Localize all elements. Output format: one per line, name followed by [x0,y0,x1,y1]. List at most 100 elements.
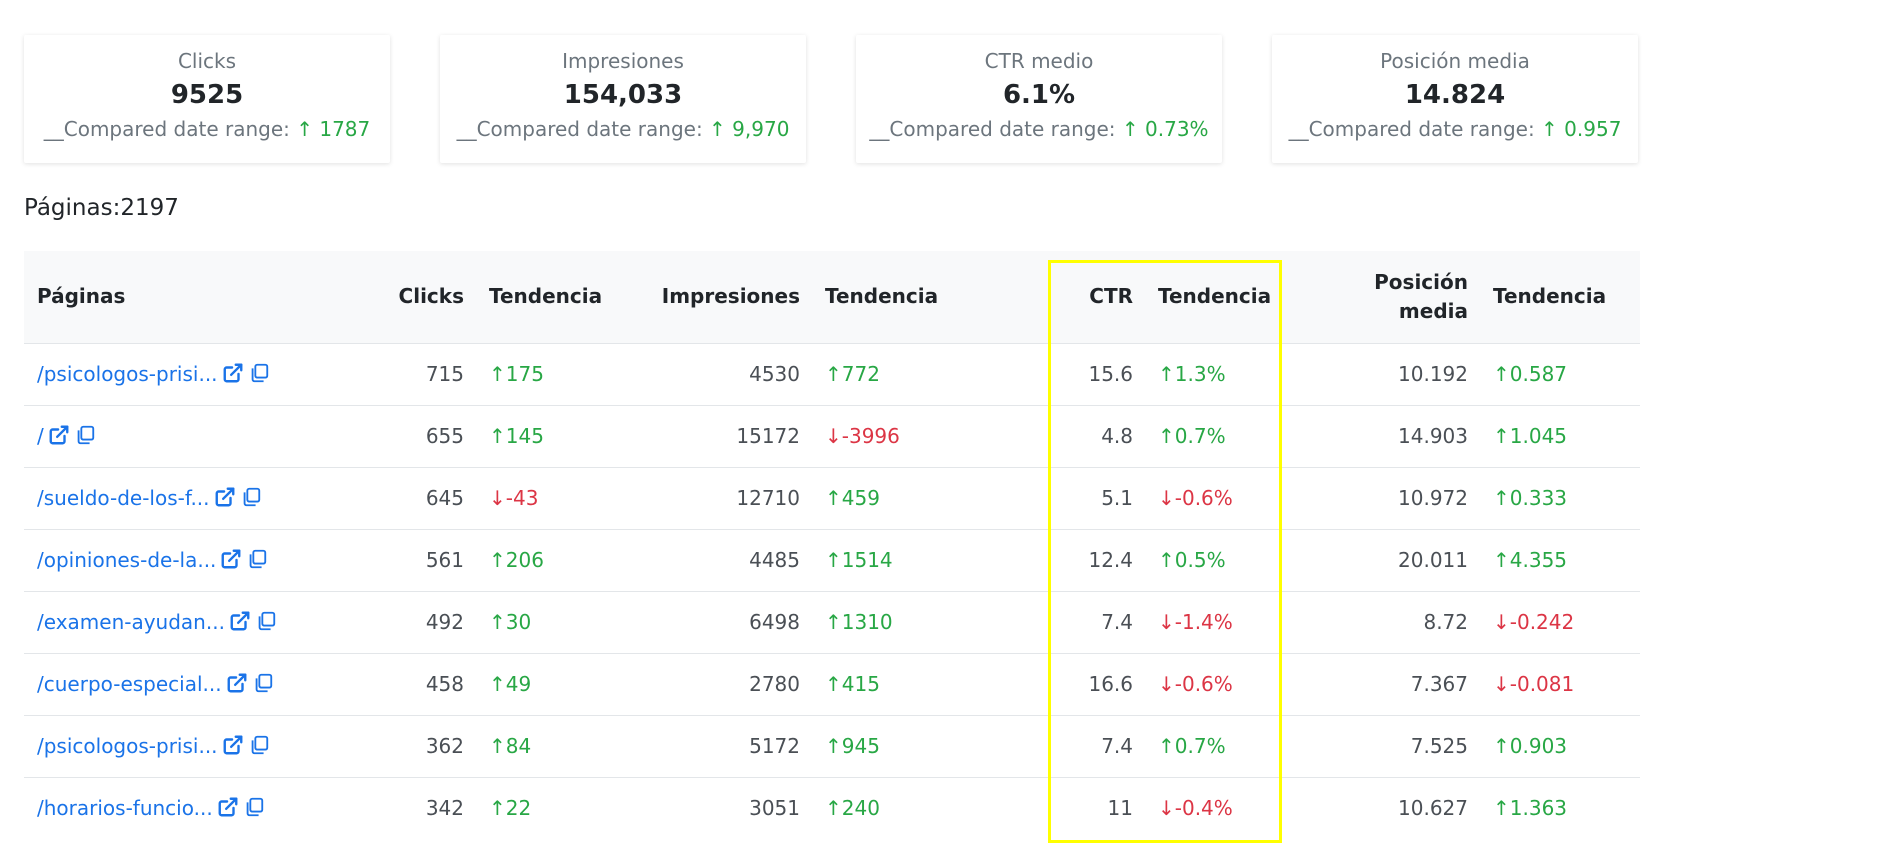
clicks-trend-cell: ↑49 [477,652,619,715]
impressions-cell: 4485 [619,528,813,591]
header-impressions[interactable]: Impresiones [661,284,800,309]
summary-label: CTR medio [984,49,1094,73]
page-link[interactable]: / [37,424,44,448]
table-row: /cuerpo-especial... 458 ↑49 2780 ↑415 16.6 ↓-0… [24,652,1640,715]
page-link[interactable]: /cuerpo-especial... [37,672,222,696]
ctr-cell: 5.1 [1041,466,1146,529]
external-link-icon[interactable] [222,362,244,384]
position-trend-cell: ↑0.333 [1481,466,1640,529]
table-row: /sueldo-de-los-f... 645 ↓-43 12710 ↑459 5.1 ↓-… [24,466,1640,529]
summary-compare: __Compared date range: ↑ 0.73% [856,115,1222,143]
table-row: /examen-ayudan... 492 ↑30 6498 ↑1310 7.4 ↓-1.4… [24,590,1640,653]
summary-cards: Clicks 9525 __Compared date range: ↑ 178… [24,35,1638,163]
summary-card-impressions: Impresiones 154,033 __Compared date rang… [440,35,806,163]
ctr-trend-cell: ↓-1.4% [1146,590,1281,653]
ctr-cell: 11 [1041,776,1146,839]
table-row: /psicologos-prisi... 362 ↑84 5172 ↑945 7.4 ↑0.… [24,714,1640,777]
ctr-trend-cell: ↑0.5% [1146,528,1281,591]
page-link[interactable]: /psicologos-prisi... [37,362,218,386]
position-cell: 10.627 [1281,776,1481,839]
copy-icon[interactable] [248,734,270,756]
page-cell: /horarios-funcio... [24,776,374,839]
clicks-cell: 362 [374,714,477,777]
external-link-icon[interactable] [214,486,236,508]
ctr-trend-cell: ↓-0.4% [1146,776,1281,839]
page-cell: /sueldo-de-los-f... [24,466,374,529]
summary-card-position: Posición media 14.824 __Compared date ra… [1272,35,1638,163]
ctr-cell: 15.6 [1041,342,1146,405]
page-link[interactable]: /sueldo-de-los-f... [37,486,210,510]
clicks-trend-cell: ↑145 [477,404,619,467]
position-trend-cell: ↑1.045 [1481,404,1640,467]
impressions-cell: 6498 [619,590,813,653]
ctr-trend-cell: ↓-0.6% [1146,466,1281,529]
copy-icon[interactable] [74,424,96,446]
ctr-trend-cell: ↓-0.6% [1146,652,1281,715]
summary-value: 6.1% [1002,80,1076,110]
ctr-trend-cell: ↑1.3% [1146,342,1281,405]
impressions-trend-cell: ↑1310 [813,590,1041,653]
clicks-cell: 458 [374,652,477,715]
position-cell: 7.367 [1281,652,1481,715]
copy-icon[interactable] [246,548,268,570]
page-link[interactable]: /psicologos-prisi... [37,734,218,758]
external-link-icon[interactable] [220,548,242,570]
position-trend-cell: ↑1.363 [1481,776,1640,839]
impressions-cell: 15172 [619,404,813,467]
summary-card-ctr: CTR medio 6.1% __Compared date range: ↑ … [856,35,1222,163]
page-link[interactable]: /opiniones-de-la... [37,548,217,572]
summary-label: Posición media [1380,49,1530,73]
header-pages[interactable]: Páginas [37,284,126,309]
clicks-trend-cell: ↑206 [477,528,619,591]
position-trend-cell: ↑0.903 [1481,714,1640,777]
page-link[interactable]: /examen-ayudan... [37,610,225,634]
impressions-cell: 4530 [619,342,813,405]
clicks-trend-cell: ↑84 [477,714,619,777]
impressions-cell: 12710 [619,466,813,529]
copy-icon[interactable] [248,362,270,384]
table-row: / 655 ↑145 15172 ↓-3996 4.8 ↑0.7% 14.903 ↑1.045 [24,404,1640,467]
position-cell: 10.972 [1281,466,1481,529]
header-position[interactable]: Posición media [1281,251,1481,343]
ctr-cell: 7.4 [1041,714,1146,777]
header-ctr[interactable]: CTR [1089,284,1133,309]
compare-label: __Compared date range: [456,117,703,141]
impressions-cell: 3051 [619,776,813,839]
header-impressions-trend[interactable]: Tendencia [825,284,939,309]
header-clicks-trend[interactable]: Tendencia [489,284,603,309]
header-position-line2: media [1398,298,1468,323]
copy-icon[interactable] [243,796,265,818]
pages-table-wrap: Páginas Clicks Tendencia Impresiones Ten… [24,251,1640,839]
clicks-cell: 655 [374,404,477,467]
clicks-cell: 561 [374,528,477,591]
impressions-trend-cell: ↑240 [813,776,1041,839]
impressions-trend-cell: ↑415 [813,652,1041,715]
summary-compare: __Compared date range: ↑ 0.957 [1272,115,1638,143]
compare-delta: ↑ 1787 [296,117,371,141]
position-cell: 8.72 [1281,590,1481,653]
copy-icon[interactable] [252,672,274,694]
position-cell: 7.525 [1281,714,1481,777]
external-link-icon[interactable] [229,610,251,632]
external-link-icon[interactable] [222,734,244,756]
position-cell: 20.011 [1281,528,1481,591]
position-trend-cell: ↑4.355 [1481,528,1640,591]
copy-icon[interactable] [255,610,277,632]
impressions-trend-cell: ↑772 [813,342,1041,405]
copy-icon[interactable] [240,486,262,508]
external-link-icon[interactable] [48,424,70,446]
header-position-trend[interactable]: Tendencia [1493,284,1607,309]
external-link-icon[interactable] [217,796,239,818]
impressions-trend-cell: ↑945 [813,714,1041,777]
pages-count: Páginas:2197 [24,195,179,221]
summary-label: Clicks [177,49,237,73]
ctr-trend-cell: ↑0.7% [1146,404,1281,467]
compare-delta: ↑ 0.73% [1121,117,1209,141]
external-link-icon[interactable] [226,672,248,694]
page-link[interactable]: /horarios-funcio... [37,796,213,821]
summary-value: 154,033 [563,80,683,110]
position-trend-cell: ↓-0.081 [1481,652,1640,715]
header-ctr-trend[interactable]: Tendencia [1158,284,1272,309]
ctr-trend-cell: ↑0.7% [1146,714,1281,777]
header-clicks[interactable]: Clicks [398,284,464,309]
